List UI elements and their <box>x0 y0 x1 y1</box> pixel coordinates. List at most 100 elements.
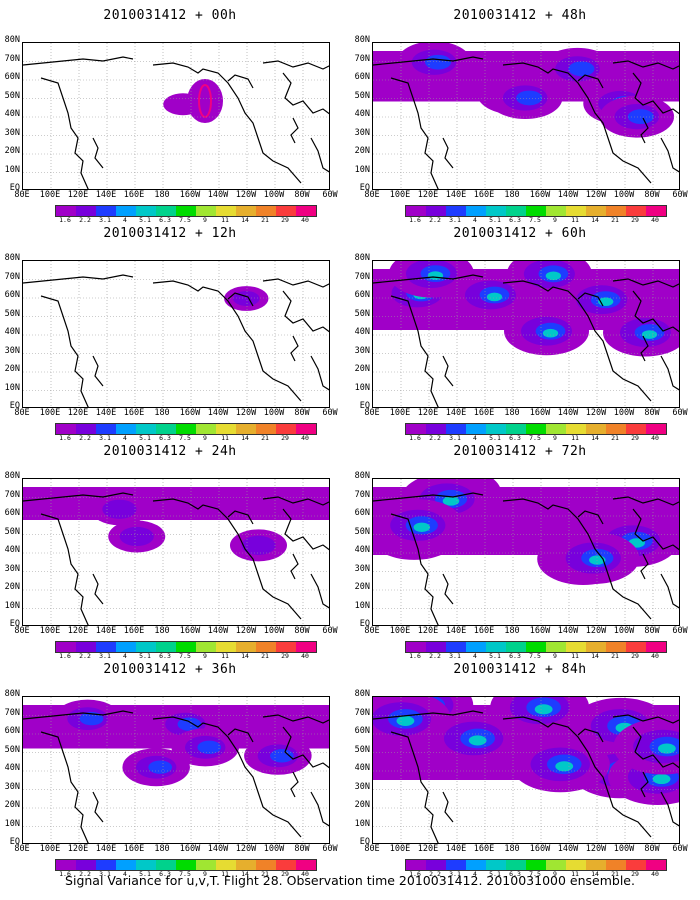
colorbar <box>405 859 667 871</box>
colorbar-label: 11 <box>221 870 229 878</box>
colorbar-swatch <box>606 206 626 216</box>
colorbar-labels: 1.6 2.2 3.1 4 5.1 6.3 7.5 9 11 14 21 29 40 <box>55 652 315 660</box>
longitude-label: 140W <box>207 626 229 636</box>
latitude-label: 50N <box>4 526 20 537</box>
colorbar-label: 7.5 <box>179 216 191 224</box>
latitude-label: 80N <box>4 689 20 699</box>
latitude-label: EQ <box>359 183 370 193</box>
coastline <box>23 492 329 625</box>
colorbar-label: 3.1 <box>99 870 111 878</box>
longitude-label: 80W <box>294 408 310 418</box>
longitude-labels: 80E 100E 120E 140E 160E 180 160W 140W 120W 100W 80… <box>12 408 340 418</box>
colorbar-labels: 1.6 2.2 3.1 4 5.1 6.3 7.5 9 11 14 21 29 40 <box>55 434 315 442</box>
latitude-labels: 80N 70N 60N 50N 40N 30N 20N 10N EQ <box>348 36 372 196</box>
colorbar-label: 29 <box>631 870 639 878</box>
panel-title: 2010031412 + 84h <box>453 662 587 677</box>
latitude-label: 30N <box>354 781 370 792</box>
latitude-labels: 80N 70N 60N 50N 40N 30N 20N 10N EQ <box>0 690 22 850</box>
longitude-label: 80E <box>364 626 380 636</box>
panel-title: 2010031412 + 24h <box>103 444 237 459</box>
longitude-label: 60W <box>322 408 338 418</box>
colorbar-swatch <box>526 424 546 434</box>
longitude-labels: 80E 100E 120E 140E 160E 180 160W 140W 120W 100W 80… <box>362 190 690 200</box>
colorbar-swatch <box>466 860 486 870</box>
latitude-label: 20N <box>4 800 20 810</box>
colorbar-swatch <box>236 642 256 652</box>
latitude-label: 40N <box>4 327 20 337</box>
colorbar-swatch <box>216 642 236 652</box>
longitude-label: 60W <box>672 844 688 854</box>
colorbar-label: 4 <box>123 216 127 224</box>
colorbar-label: 11 <box>571 216 579 224</box>
colorbar-swatch <box>446 206 466 216</box>
colorbar-label: 21 <box>611 870 619 878</box>
colorbar-label: 2.2 <box>429 652 441 660</box>
colorbar-swatch <box>646 642 666 652</box>
longitude-label: 100E <box>389 408 411 418</box>
colorbar-swatch <box>256 860 276 870</box>
longitude-label: 80W <box>644 844 660 854</box>
longitude-label: 140E <box>445 626 467 636</box>
longitude-label: 60W <box>322 626 338 636</box>
longitude-label: 60W <box>672 190 688 200</box>
colorbar-label: 14 <box>591 870 599 878</box>
colorbar-swatch <box>646 424 666 434</box>
colorbar-swatch <box>76 424 96 434</box>
latitude-label: 80N <box>4 253 20 263</box>
colorbar-swatch <box>446 642 466 652</box>
colorbar-label: 29 <box>281 870 289 878</box>
colorbar-label: 3.1 <box>449 434 461 442</box>
latitude-label: 20N <box>354 364 370 374</box>
colorbar-swatch <box>646 206 666 216</box>
colorbar-label: 9 <box>203 434 207 442</box>
latitude-label: 80N <box>354 253 370 263</box>
colorbar-label: 6.3 <box>159 870 171 878</box>
latitude-label: 70N <box>354 271 370 282</box>
colorbar-swatch <box>566 860 586 870</box>
colorbar-label: 9 <box>553 216 557 224</box>
colorbar-swatch <box>426 860 446 870</box>
colorbar-swatch <box>406 424 426 434</box>
variance-shading <box>224 286 269 311</box>
colorbar-swatch <box>526 860 546 870</box>
longitude-label: 100E <box>39 408 61 418</box>
colorbar-swatch <box>216 860 236 870</box>
longitude-label: 60W <box>672 408 688 418</box>
colorbar-swatch <box>546 206 566 216</box>
graticule <box>23 43 329 189</box>
map-svg <box>373 479 679 625</box>
colorbar-label: 21 <box>261 216 269 224</box>
colorbar-swatch <box>96 860 116 870</box>
longitude-label: 140E <box>445 844 467 854</box>
coastline <box>373 274 679 407</box>
latitude-label: 80N <box>354 471 370 481</box>
longitude-label: 120E <box>67 844 89 854</box>
variance-shading <box>163 79 223 123</box>
colorbar-label: 14 <box>241 870 249 878</box>
colorbar-labels: 1.6 2.2 3.1 4 5.1 6.3 7.5 9 11 14 21 29 40 <box>405 870 665 878</box>
colorbar-swatch <box>406 860 426 870</box>
longitude-label: 100W <box>613 408 635 418</box>
colorbar-swatch <box>196 642 216 652</box>
colorbar-label: 6.3 <box>509 652 521 660</box>
longitude-labels: 80E 100E 120E 140E 160E 180 160W 140W 120W 100W 80… <box>12 190 340 200</box>
colorbar-swatch <box>256 206 276 216</box>
colorbar-swatch <box>116 860 136 870</box>
latitude-label: 30N <box>4 563 20 574</box>
colorbar-swatch <box>426 642 446 652</box>
latitude-label: 40N <box>4 763 20 773</box>
colorbar-label: 1.6 <box>59 652 71 660</box>
colorbar-label: 29 <box>631 652 639 660</box>
colorbar-label: 5.1 <box>139 652 151 660</box>
colorbar-swatch <box>446 424 466 434</box>
latitude-label: 50N <box>354 308 370 319</box>
colorbar-swatch <box>296 424 316 434</box>
colorbar-swatch <box>506 642 526 652</box>
colorbar-label: 40 <box>301 216 309 224</box>
colorbar-label: 5.1 <box>489 870 501 878</box>
latitude-label: 10N <box>354 818 370 829</box>
colorbar-label: 4 <box>123 434 127 442</box>
latitude-label: 10N <box>354 382 370 393</box>
colorbar-label: 7.5 <box>529 870 541 878</box>
colorbar-label: 29 <box>281 434 289 442</box>
